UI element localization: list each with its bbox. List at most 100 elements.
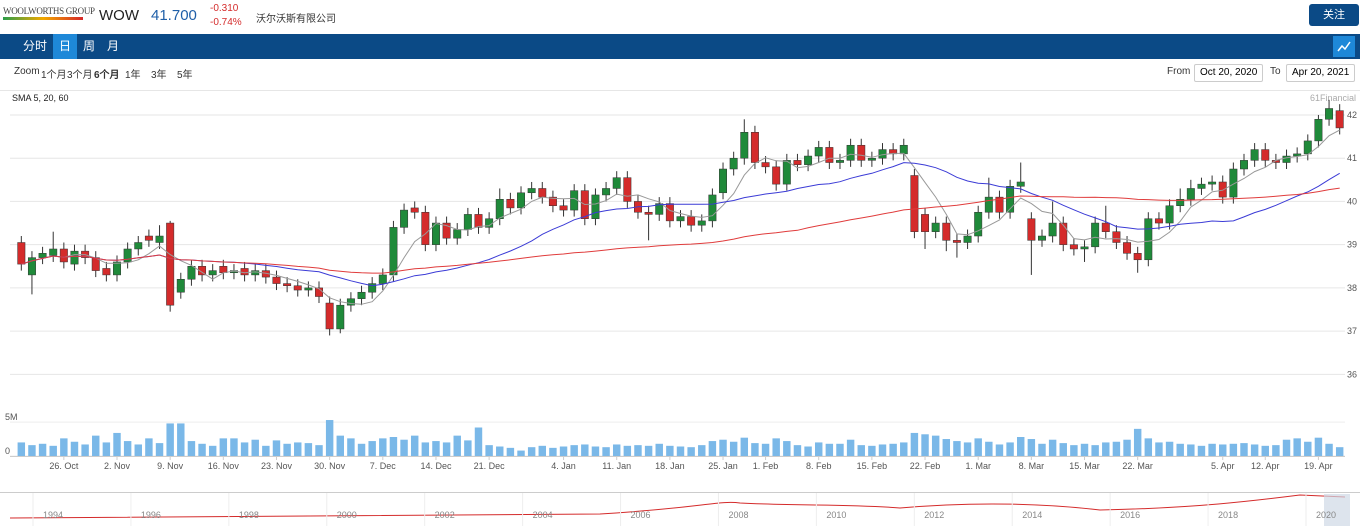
y-tick-label: 41 bbox=[1347, 153, 1357, 163]
chart: SMA 5, 20, 60 61Financial 36 37 38 39 40 41 42… bbox=[0, 90, 1360, 526]
zoom-option[interactable]: 5年 bbox=[177, 70, 193, 81]
volume-bar bbox=[729, 441, 738, 456]
candle-body bbox=[857, 144, 866, 161]
follow-button[interactable]: 关注 bbox=[1309, 4, 1359, 26]
volume-bar bbox=[389, 437, 398, 456]
volume-bar bbox=[1219, 444, 1227, 456]
candle-body bbox=[389, 227, 398, 276]
volume-bar bbox=[453, 435, 461, 456]
candle-body bbox=[1303, 140, 1312, 155]
candle-body bbox=[144, 235, 153, 241]
tab[interactable]: 周 bbox=[82, 39, 95, 53]
candle-body bbox=[1261, 149, 1270, 161]
tab[interactable]: 分时 bbox=[23, 39, 48, 53]
zoom-label: Zoom bbox=[14, 66, 40, 77]
volume-bar bbox=[836, 443, 844, 456]
candle-body bbox=[304, 287, 313, 291]
volume-bar bbox=[517, 450, 525, 456]
candle-body bbox=[740, 132, 749, 159]
sma-line bbox=[21, 187, 1340, 274]
chart-icon[interactable] bbox=[1333, 36, 1355, 57]
to-date[interactable]: Apr 20, 2021 bbox=[1286, 64, 1356, 82]
volume-bar bbox=[464, 440, 472, 456]
zoom-option[interactable]: 1个月 bbox=[41, 70, 67, 81]
candle-body bbox=[825, 147, 834, 163]
from-date[interactable]: Oct 20, 2020 bbox=[1194, 64, 1264, 82]
x-tick-label: 21. Dec bbox=[474, 461, 506, 471]
volume-bar bbox=[1314, 437, 1323, 456]
volume-bar bbox=[70, 441, 79, 456]
volume-bar bbox=[942, 439, 951, 456]
navigator-year: 1998 bbox=[239, 510, 259, 520]
volume-bar bbox=[134, 444, 142, 456]
volume-bar bbox=[1197, 445, 1206, 456]
volume-bar bbox=[347, 438, 355, 456]
candle-body bbox=[251, 270, 260, 276]
volume-bar bbox=[1059, 443, 1067, 456]
candle-body bbox=[1165, 205, 1174, 224]
volume-bar bbox=[421, 442, 430, 456]
volume-bar bbox=[921, 434, 929, 456]
candle-body bbox=[1186, 188, 1195, 200]
volume-bar bbox=[644, 445, 653, 456]
candle-body bbox=[368, 283, 377, 293]
navigator-window[interactable] bbox=[1324, 494, 1350, 526]
candle-body bbox=[1059, 222, 1068, 245]
volume-bar bbox=[187, 441, 196, 456]
candle-body bbox=[527, 188, 536, 194]
volume-bar bbox=[81, 444, 89, 456]
navigator-year: 2000 bbox=[337, 510, 357, 520]
x-tick-label: 14. Dec bbox=[420, 461, 452, 471]
candle-body bbox=[1176, 199, 1185, 207]
volume-bar bbox=[995, 444, 1004, 456]
zoom-option[interactable]: 3个月 bbox=[67, 70, 93, 81]
volume-bar bbox=[708, 441, 717, 456]
zoom-option[interactable]: 3年 bbox=[151, 70, 167, 81]
candle-body bbox=[463, 214, 472, 230]
candle-body bbox=[325, 302, 334, 330]
volume-bar bbox=[549, 447, 557, 456]
volume-bar bbox=[751, 443, 759, 456]
volume-bar bbox=[846, 439, 855, 456]
volume-bar bbox=[591, 446, 600, 456]
candle-body bbox=[187, 266, 196, 280]
candle-body bbox=[687, 216, 696, 226]
candle-body bbox=[1006, 186, 1015, 213]
volume-bar bbox=[208, 445, 217, 456]
volume-bar bbox=[953, 441, 961, 456]
candle-body bbox=[1208, 181, 1217, 185]
volume-bar bbox=[623, 445, 632, 456]
candle-body bbox=[772, 166, 781, 185]
tab[interactable]: 日 bbox=[53, 34, 77, 59]
zoom-option[interactable]: 1年 bbox=[125, 70, 141, 81]
volume-tick-label: 0 bbox=[5, 446, 10, 456]
volume-bar bbox=[198, 443, 206, 456]
candle-body bbox=[1325, 108, 1334, 120]
candle-body bbox=[644, 211, 653, 215]
x-tick-label: 1. Feb bbox=[753, 461, 779, 471]
volume-bar bbox=[400, 439, 408, 456]
candle-body bbox=[952, 240, 961, 243]
volume-bar bbox=[868, 445, 876, 456]
volume-bar bbox=[442, 442, 451, 456]
volume-bar bbox=[1006, 442, 1014, 456]
zoom-option[interactable]: 6个月 bbox=[94, 70, 120, 81]
candle-body bbox=[506, 199, 515, 209]
candle-body bbox=[931, 222, 940, 232]
candle-body bbox=[665, 203, 674, 222]
volume-bar bbox=[1187, 444, 1195, 456]
tab[interactable]: 月 bbox=[106, 39, 119, 53]
volume-bar bbox=[761, 443, 770, 456]
volume-bar bbox=[814, 442, 823, 456]
candle-body bbox=[1123, 242, 1132, 254]
candle-body bbox=[782, 160, 791, 185]
candle-body bbox=[899, 144, 908, 155]
candle-body bbox=[1080, 246, 1089, 250]
x-tick-label: 5. Apr bbox=[1211, 461, 1235, 471]
price: 41.700 bbox=[151, 7, 197, 24]
volume-bar bbox=[1102, 442, 1110, 456]
volume-bar bbox=[581, 444, 589, 456]
navigator-year: 2010 bbox=[826, 510, 846, 520]
volume-bar bbox=[1261, 445, 1269, 456]
y-tick-label: 39 bbox=[1347, 240, 1357, 250]
